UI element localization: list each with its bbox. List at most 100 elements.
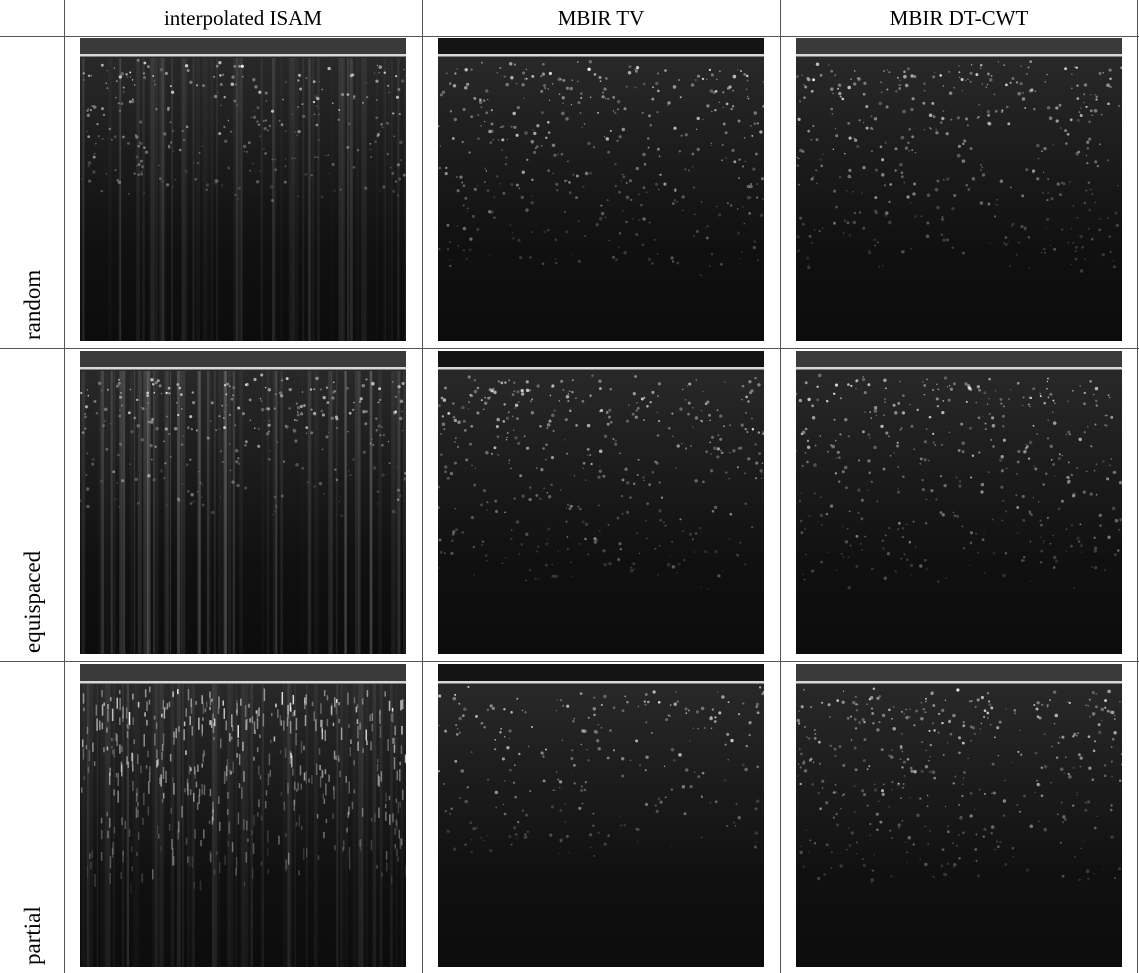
speckle (480, 837, 482, 839)
speckle (405, 865, 406, 875)
speckle (187, 856, 189, 863)
speckle (694, 214, 695, 215)
speckle (722, 144, 724, 146)
speckle (551, 414, 554, 417)
speckle (1050, 543, 1052, 545)
speckle (925, 698, 927, 700)
image (438, 38, 764, 341)
speckle (692, 538, 694, 540)
speckle (699, 527, 702, 530)
speckle (377, 503, 379, 505)
speckle (967, 758, 968, 759)
speckle (1087, 705, 1088, 706)
speckle (385, 804, 387, 808)
speckle (192, 500, 195, 503)
speckle (621, 775, 624, 778)
speckle (116, 482, 118, 484)
speckle (145, 151, 149, 155)
speckle (1043, 543, 1044, 544)
rule (0, 36, 1139, 37)
speckle (223, 96, 225, 98)
speckle (1022, 92, 1024, 94)
speckle (1040, 561, 1043, 564)
speckle (167, 109, 169, 111)
speckle (261, 408, 264, 411)
speckle (296, 402, 298, 404)
speckle (580, 789, 583, 792)
speckle (655, 82, 658, 85)
speckle (1111, 760, 1113, 762)
speckle (555, 239, 557, 241)
speckle (1119, 518, 1122, 521)
speckle (913, 75, 916, 78)
speckle (382, 127, 384, 129)
speckle (1066, 529, 1067, 530)
speckle (1088, 228, 1090, 230)
speckle (571, 749, 573, 751)
speckle (194, 766, 196, 774)
speckle (799, 399, 802, 402)
speckle (258, 91, 261, 94)
speckle (118, 506, 120, 508)
speckle (757, 122, 759, 124)
speckle (821, 524, 823, 526)
speckle (297, 130, 300, 133)
speckle (1025, 168, 1028, 171)
speckle (473, 546, 476, 549)
speckle (755, 153, 758, 156)
speckle (989, 413, 991, 415)
speckle (438, 125, 439, 128)
speckle (888, 709, 891, 712)
speckle (1003, 64, 1005, 66)
speckle (1076, 67, 1078, 69)
speckle (524, 435, 526, 437)
speckle (1084, 202, 1086, 204)
speckle (101, 690, 103, 697)
speckle (1088, 182, 1090, 184)
speckle (697, 728, 699, 730)
speckle (298, 870, 300, 875)
speckle (647, 701, 650, 704)
speckle (909, 128, 911, 130)
speckle (701, 201, 702, 202)
speckle (550, 395, 552, 397)
speckle (1017, 92, 1021, 96)
speckle (1091, 238, 1094, 241)
speckle (280, 750, 282, 754)
speckle (325, 155, 326, 156)
speckle (883, 784, 885, 786)
speckle (511, 126, 513, 128)
speckle (112, 848, 114, 857)
speckle (755, 705, 758, 708)
speckle (121, 817, 123, 825)
speckle (1071, 264, 1072, 265)
speckle (669, 715, 670, 716)
speckle (293, 695, 295, 704)
speckle (1095, 693, 1097, 695)
rule (780, 0, 781, 973)
speckle (519, 256, 522, 259)
speckle (901, 171, 904, 174)
speckle (465, 458, 468, 461)
speckle (457, 68, 458, 69)
speckle (482, 540, 485, 543)
speckle (214, 719, 216, 727)
speckle (718, 213, 721, 216)
speckle (959, 816, 962, 819)
speckle (847, 222, 850, 225)
speckle (871, 568, 874, 571)
speckle (322, 728, 324, 739)
speckle (909, 797, 910, 798)
speckle (516, 390, 519, 393)
speckle (277, 709, 279, 718)
speckle (281, 495, 284, 498)
speckle (701, 410, 702, 411)
speckle (585, 781, 587, 783)
speckle (953, 512, 955, 514)
speckle (546, 427, 548, 429)
streak (105, 684, 108, 967)
speckle (92, 458, 95, 461)
speckle (335, 416, 338, 419)
speckle (597, 476, 600, 479)
streak (101, 371, 104, 654)
